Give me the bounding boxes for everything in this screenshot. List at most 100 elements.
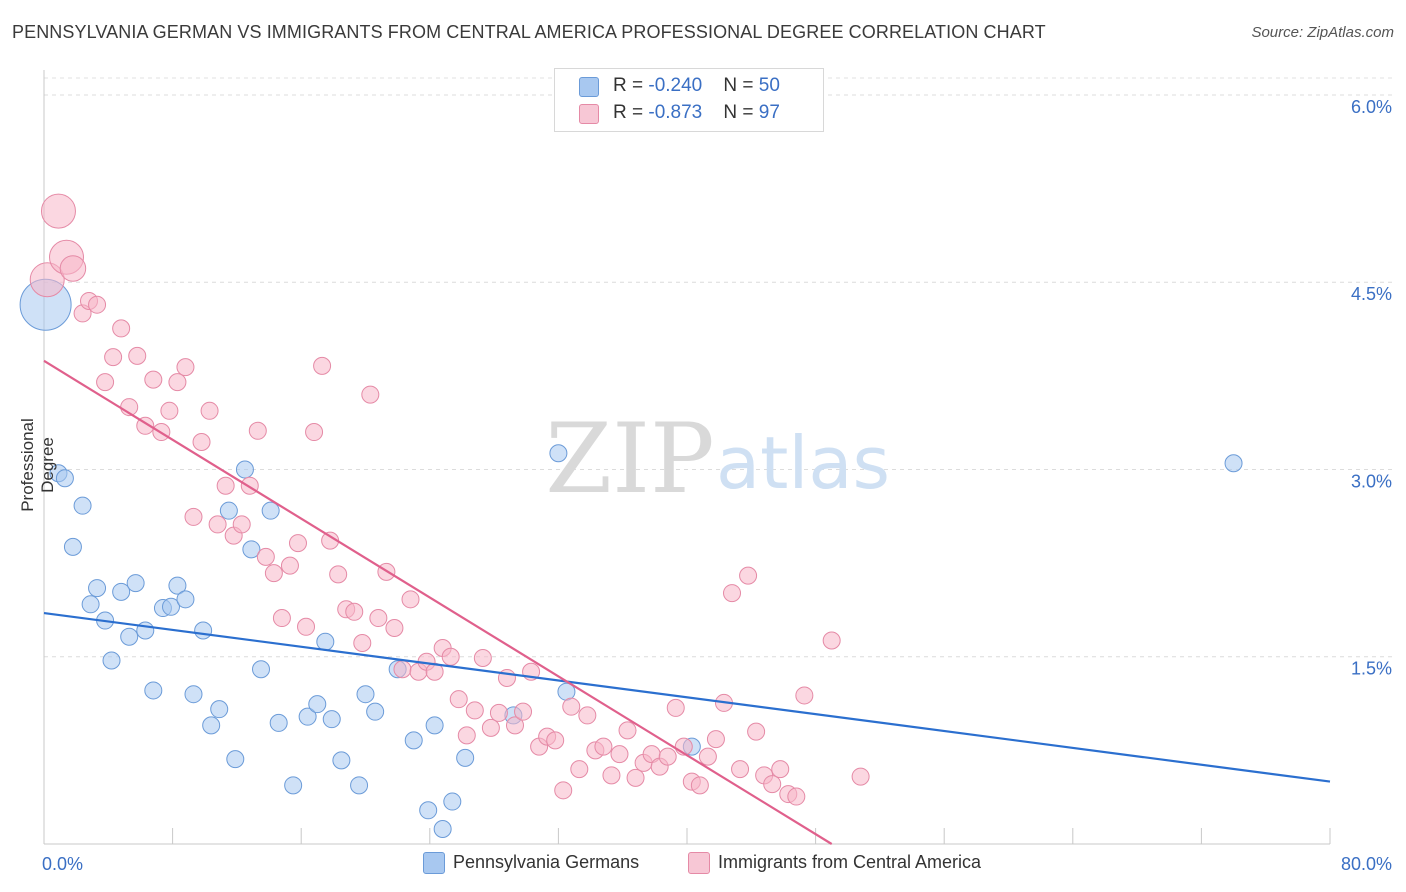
point-central-america [345,602,364,621]
source-label: Source: ZipAtlas.com [1251,24,1394,41]
r-value: -0.240 [648,75,703,96]
r-value: -0.873 [648,102,703,123]
point-central-america [602,766,621,785]
point-pennsylvania-germans [226,750,245,769]
point-central-america [96,373,115,392]
point-central-america [168,373,187,392]
x-tick-label: 0.0% [42,854,83,874]
watermark-atlas: atlas [716,421,890,505]
point-pennsylvania-germans [419,801,438,820]
y-axis-label: Professional Degree [18,418,57,512]
point-central-america [200,401,219,420]
y-tick-label: 6.0% [1351,97,1392,117]
point-central-america [144,370,163,389]
point-central-america [449,690,468,709]
point-central-america [104,348,123,367]
point-pennsylvania-germans [112,582,131,601]
point-pennsylvania-germans [284,776,303,795]
trend-lines [43,359,1331,845]
point-pennsylvania-germans [252,660,271,679]
point-central-america [329,565,348,584]
y-tick-label: 3.0% [1351,471,1392,491]
point-pennsylvania-germans [235,460,254,479]
point-pennsylvania-germans [194,621,213,640]
point-pennsylvania-germans [366,702,385,721]
point-central-america [40,193,76,229]
point-central-america [184,507,203,526]
legend-swatch-pink [579,104,599,124]
point-pennsylvania-germans [161,597,180,616]
point-central-america [546,731,565,750]
point-pennsylvania-germans [456,748,475,767]
point-central-america [514,702,533,721]
point-central-america [706,730,725,749]
point-central-america [690,776,709,795]
y-tick-label: 4.5% [1351,284,1392,304]
point-central-america [457,726,476,745]
point-central-america [88,295,107,314]
point-central-america [128,346,147,365]
point-central-america [578,706,597,725]
point-pennsylvania-germans [443,792,462,811]
point-pennsylvania-germans [55,469,74,488]
point-pennsylvania-germans [168,576,187,595]
point-pennsylvania-germans [269,713,288,732]
point-central-america [353,634,372,653]
point-pennsylvania-germans [73,496,92,515]
point-central-america [851,767,870,786]
point-central-america [280,556,299,575]
point-pennsylvania-germans [425,716,444,735]
axes [43,70,1331,845]
point-central-america [59,255,87,282]
point-central-america [208,515,227,534]
legend-text: R = -0.240 N = 50 [613,75,780,96]
point-pennsylvania-germans [332,751,351,770]
point-central-america [176,358,195,377]
point-central-america [731,760,750,779]
x-tick-label: 80.0% [1341,854,1392,874]
point-central-america [763,775,782,794]
point-central-america [264,564,283,583]
grid-lines [44,77,1392,658]
legend-swatch-blue [579,77,599,97]
point-pennsylvania-germans [322,710,341,729]
point-central-america [554,781,573,800]
point-central-america [787,787,806,806]
point-pennsylvania-germans [120,627,139,646]
n-value: 97 [758,102,780,123]
point-central-america [489,703,508,722]
point-central-america [739,566,758,585]
point-central-america [570,760,589,779]
point-pennsylvania-germans [63,537,82,556]
point-pennsylvania-germans [350,776,369,795]
point-central-america [288,534,307,553]
point-central-america [401,590,420,609]
point-pennsylvania-germans [144,681,163,700]
point-central-america [822,631,841,650]
point-central-america [473,648,492,667]
point-central-america [393,660,412,679]
point-central-america [505,716,524,735]
point-central-america [658,747,677,766]
point-central-america [385,619,404,638]
point-pennsylvania-germans [88,579,107,598]
n-value: 50 [758,75,780,96]
point-central-america [465,701,484,720]
point-central-america [441,647,460,666]
point-central-america [594,737,613,756]
watermark-zip: ZIP [545,403,714,515]
point-pennsylvania-germans [102,651,121,670]
point-central-america [666,698,685,717]
point-pennsylvania-germans [210,700,229,719]
point-central-america [361,385,380,404]
point-central-america [216,476,235,495]
point-central-america [305,423,324,442]
point-central-america [723,584,742,603]
point-central-america [29,262,65,298]
point-central-america [610,745,629,764]
legend-swatch-blue [423,852,445,875]
point-pennsylvania-germans [433,820,452,839]
correlation-legend: R = -0.240 N = 50 R = -0.873 N = 97 [554,68,824,132]
point-pennsylvania-germans [261,501,280,520]
